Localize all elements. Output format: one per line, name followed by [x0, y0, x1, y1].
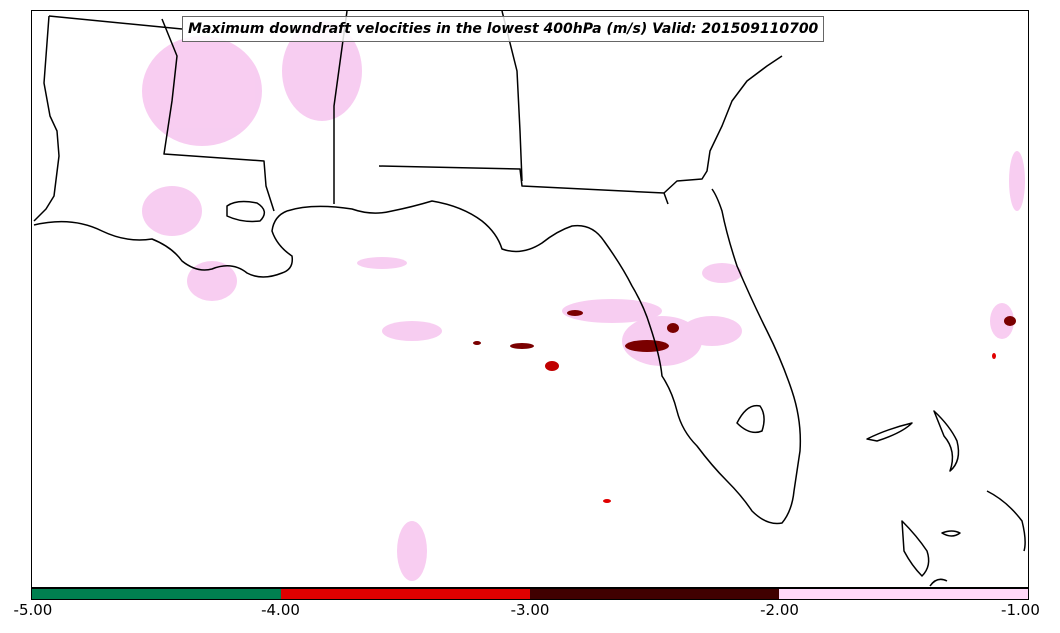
map-canvas [33, 11, 1026, 587]
colorbar-segment [281, 589, 530, 599]
downdraft-field-light [142, 21, 1025, 581]
colorbar [31, 588, 1029, 600]
colorbar-segment [530, 589, 779, 599]
colorbar-tick-label: -5.00 [13, 601, 53, 619]
map-title: Maximum downdraft velocities in the lowe… [182, 16, 825, 42]
map-panel [31, 10, 1029, 588]
colorbar-tick-label: -3.00 [510, 601, 550, 619]
colorbar-segment [32, 589, 281, 599]
colorbar-segment [779, 589, 1028, 599]
colorbar-tick-label: -2.00 [760, 601, 799, 619]
downdraft-cores [473, 310, 1016, 503]
coastlines-and-borders [33, 11, 1026, 587]
colorbar-tick-label: -1.00 [1001, 601, 1040, 619]
colorbar-tick-label: -4.00 [261, 601, 300, 619]
